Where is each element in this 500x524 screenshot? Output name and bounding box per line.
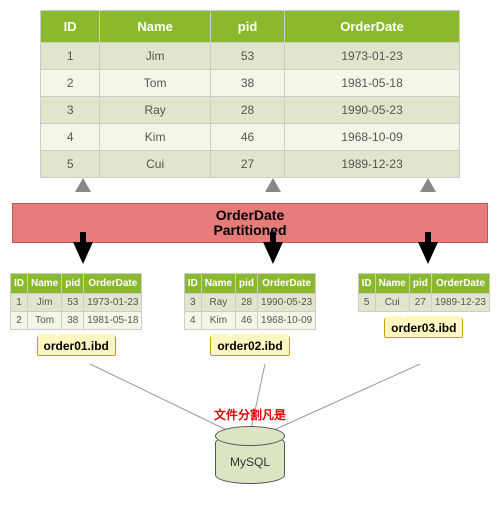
table-row: 3 Ray 28 1990-05-23 bbox=[184, 294, 315, 312]
shard-table: ID Name pid OrderDate 1 Jim 53 1973-01-2… bbox=[10, 273, 142, 330]
table-row: 5 Cui 27 1989-12-23 bbox=[358, 294, 489, 312]
partition-title-1: OrderDate bbox=[216, 207, 284, 223]
shard-table: ID Name pid OrderDate 3 Ray 28 1990-05-2… bbox=[184, 273, 316, 330]
table-row: 2 Tom 38 1981-05-18 bbox=[41, 70, 460, 97]
ibd-file-tag: order01.ibd bbox=[37, 336, 116, 356]
col-pid: pid bbox=[210, 11, 284, 43]
db-area: 文件分割凡是 MySQL bbox=[10, 364, 490, 514]
arrow-down-icon bbox=[73, 242, 93, 264]
col-orderdate: OrderDate bbox=[285, 11, 460, 43]
shard-3: ID Name pid OrderDate 5 Cui 27 1989-12-2… bbox=[358, 273, 490, 356]
arrow-up-icon bbox=[420, 178, 436, 192]
table-row: 1 Jim 53 1973-01-23 bbox=[11, 294, 142, 312]
database-label: MySQL bbox=[216, 455, 284, 469]
ibd-file-tag: order02.ibd bbox=[210, 336, 289, 356]
database-icon: MySQL bbox=[215, 434, 285, 484]
arrow-up-icon bbox=[265, 178, 281, 192]
arrow-down-icon bbox=[418, 242, 438, 264]
table-row: 1 Jim 53 1973-01-23 bbox=[41, 43, 460, 70]
shards-row: ID Name pid OrderDate 1 Jim 53 1973-01-2… bbox=[10, 273, 490, 356]
arrow-stem-icon bbox=[270, 232, 276, 242]
col-name: Name bbox=[100, 11, 211, 43]
shard-table: ID Name pid OrderDate 5 Cui 27 1989-12-2… bbox=[358, 273, 490, 312]
partition-bar: OrderDate Partitioned bbox=[12, 203, 488, 243]
table-row: 3 Ray 28 1990-05-23 bbox=[41, 97, 460, 124]
shard-2: ID Name pid OrderDate 3 Ray 28 1990-05-2… bbox=[184, 273, 316, 356]
col-id: ID bbox=[41, 11, 100, 43]
arrow-stem-icon bbox=[425, 232, 431, 242]
shard-1: ID Name pid OrderDate 1 Jim 53 1973-01-2… bbox=[10, 273, 142, 356]
partition-note: 文件分割凡是 bbox=[214, 406, 286, 423]
table-row: 2 Tom 38 1981-05-18 bbox=[11, 312, 142, 330]
arrow-up-icon bbox=[75, 178, 91, 192]
ibd-file-tag: order03.ibd bbox=[384, 318, 463, 338]
arrow-stem-icon bbox=[80, 232, 86, 242]
source-table: ID Name pid OrderDate 1 Jim 53 1973-01-2… bbox=[40, 10, 460, 178]
table-row: 4 Kim 46 1968-10-09 bbox=[41, 124, 460, 151]
table-row: 5 Cui 27 1989-12-23 bbox=[41, 151, 460, 178]
table-row: 4 Kim 46 1968-10-09 bbox=[184, 312, 315, 330]
arrow-down-icon bbox=[263, 242, 283, 264]
